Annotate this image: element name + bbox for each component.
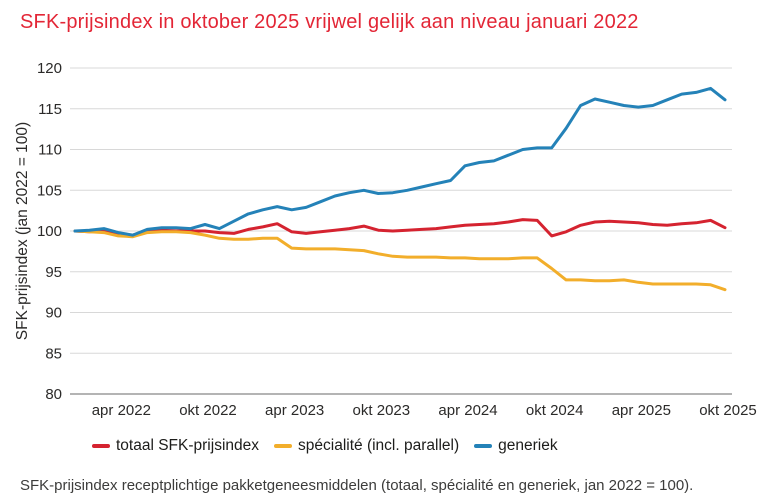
x-tick-label: okt 2023	[353, 402, 411, 419]
legend-item-generiek: generiek	[474, 437, 558, 455]
legend-dash-generiek-icon	[474, 444, 493, 448]
y-tick-label: 85	[45, 345, 62, 362]
series-lines	[73, 86, 727, 292]
y-tick-label: 110	[38, 142, 62, 159]
y-tick-label: 115	[38, 101, 62, 118]
x-tick-label: apr 2025	[612, 402, 671, 419]
y-tick-label: 120	[37, 60, 62, 77]
x-tick-label: okt 2024	[526, 402, 584, 419]
legend-label-totaal: totaal SFK-prijsindex	[116, 437, 260, 454]
y-tick-label: 100	[37, 223, 62, 240]
legend-item-totaal: totaal SFK-prijsindex	[92, 437, 259, 455]
legend-label-specialite: spécialité (incl. parallel)	[298, 437, 460, 454]
chart-footnote: SFK-prijsindex receptplichtige pakketgen…	[20, 477, 694, 494]
x-tick-labels: apr 2022 okt 2022 apr 2023 okt 2023 apr 2024…	[92, 402, 757, 419]
y-tick-label: 95	[45, 264, 62, 281]
y-tick-labels: 80 85 90 95 100 105 110 115 120	[37, 60, 62, 403]
x-tick-label: okt 2022	[179, 402, 237, 419]
y-tick-label: 80	[45, 386, 62, 403]
y-axis-title: SFK-prijsindex (jan 2022 = 100)	[14, 122, 31, 340]
legend-label-generiek: generiek	[498, 437, 558, 454]
x-tick-label: apr 2023	[265, 402, 324, 419]
line-chart: 80 85 90 95 100 105 110 115 120 apr 2022 okt 2022…	[14, 60, 757, 419]
x-tick-label: okt 2025	[699, 402, 757, 419]
series-line-generiek	[73, 86, 727, 237]
x-tick-label: apr 2022	[92, 402, 151, 419]
legend-item-specialite: spécialité (incl. parallel)	[274, 437, 459, 455]
y-tick-label: 105	[37, 182, 62, 199]
chart-title: SFK-prijsindex in oktober 2025 vrijwel g…	[20, 11, 639, 33]
x-tick-label: apr 2024	[438, 402, 497, 419]
legend-dash-specialite-icon	[274, 444, 293, 448]
legend-dash-totaal-icon	[92, 444, 110, 448]
chart-legend: totaal SFK-prijsindex spécialité (incl. …	[92, 436, 558, 456]
series-line-specialite	[73, 229, 727, 292]
y-tick-label: 90	[45, 305, 62, 322]
